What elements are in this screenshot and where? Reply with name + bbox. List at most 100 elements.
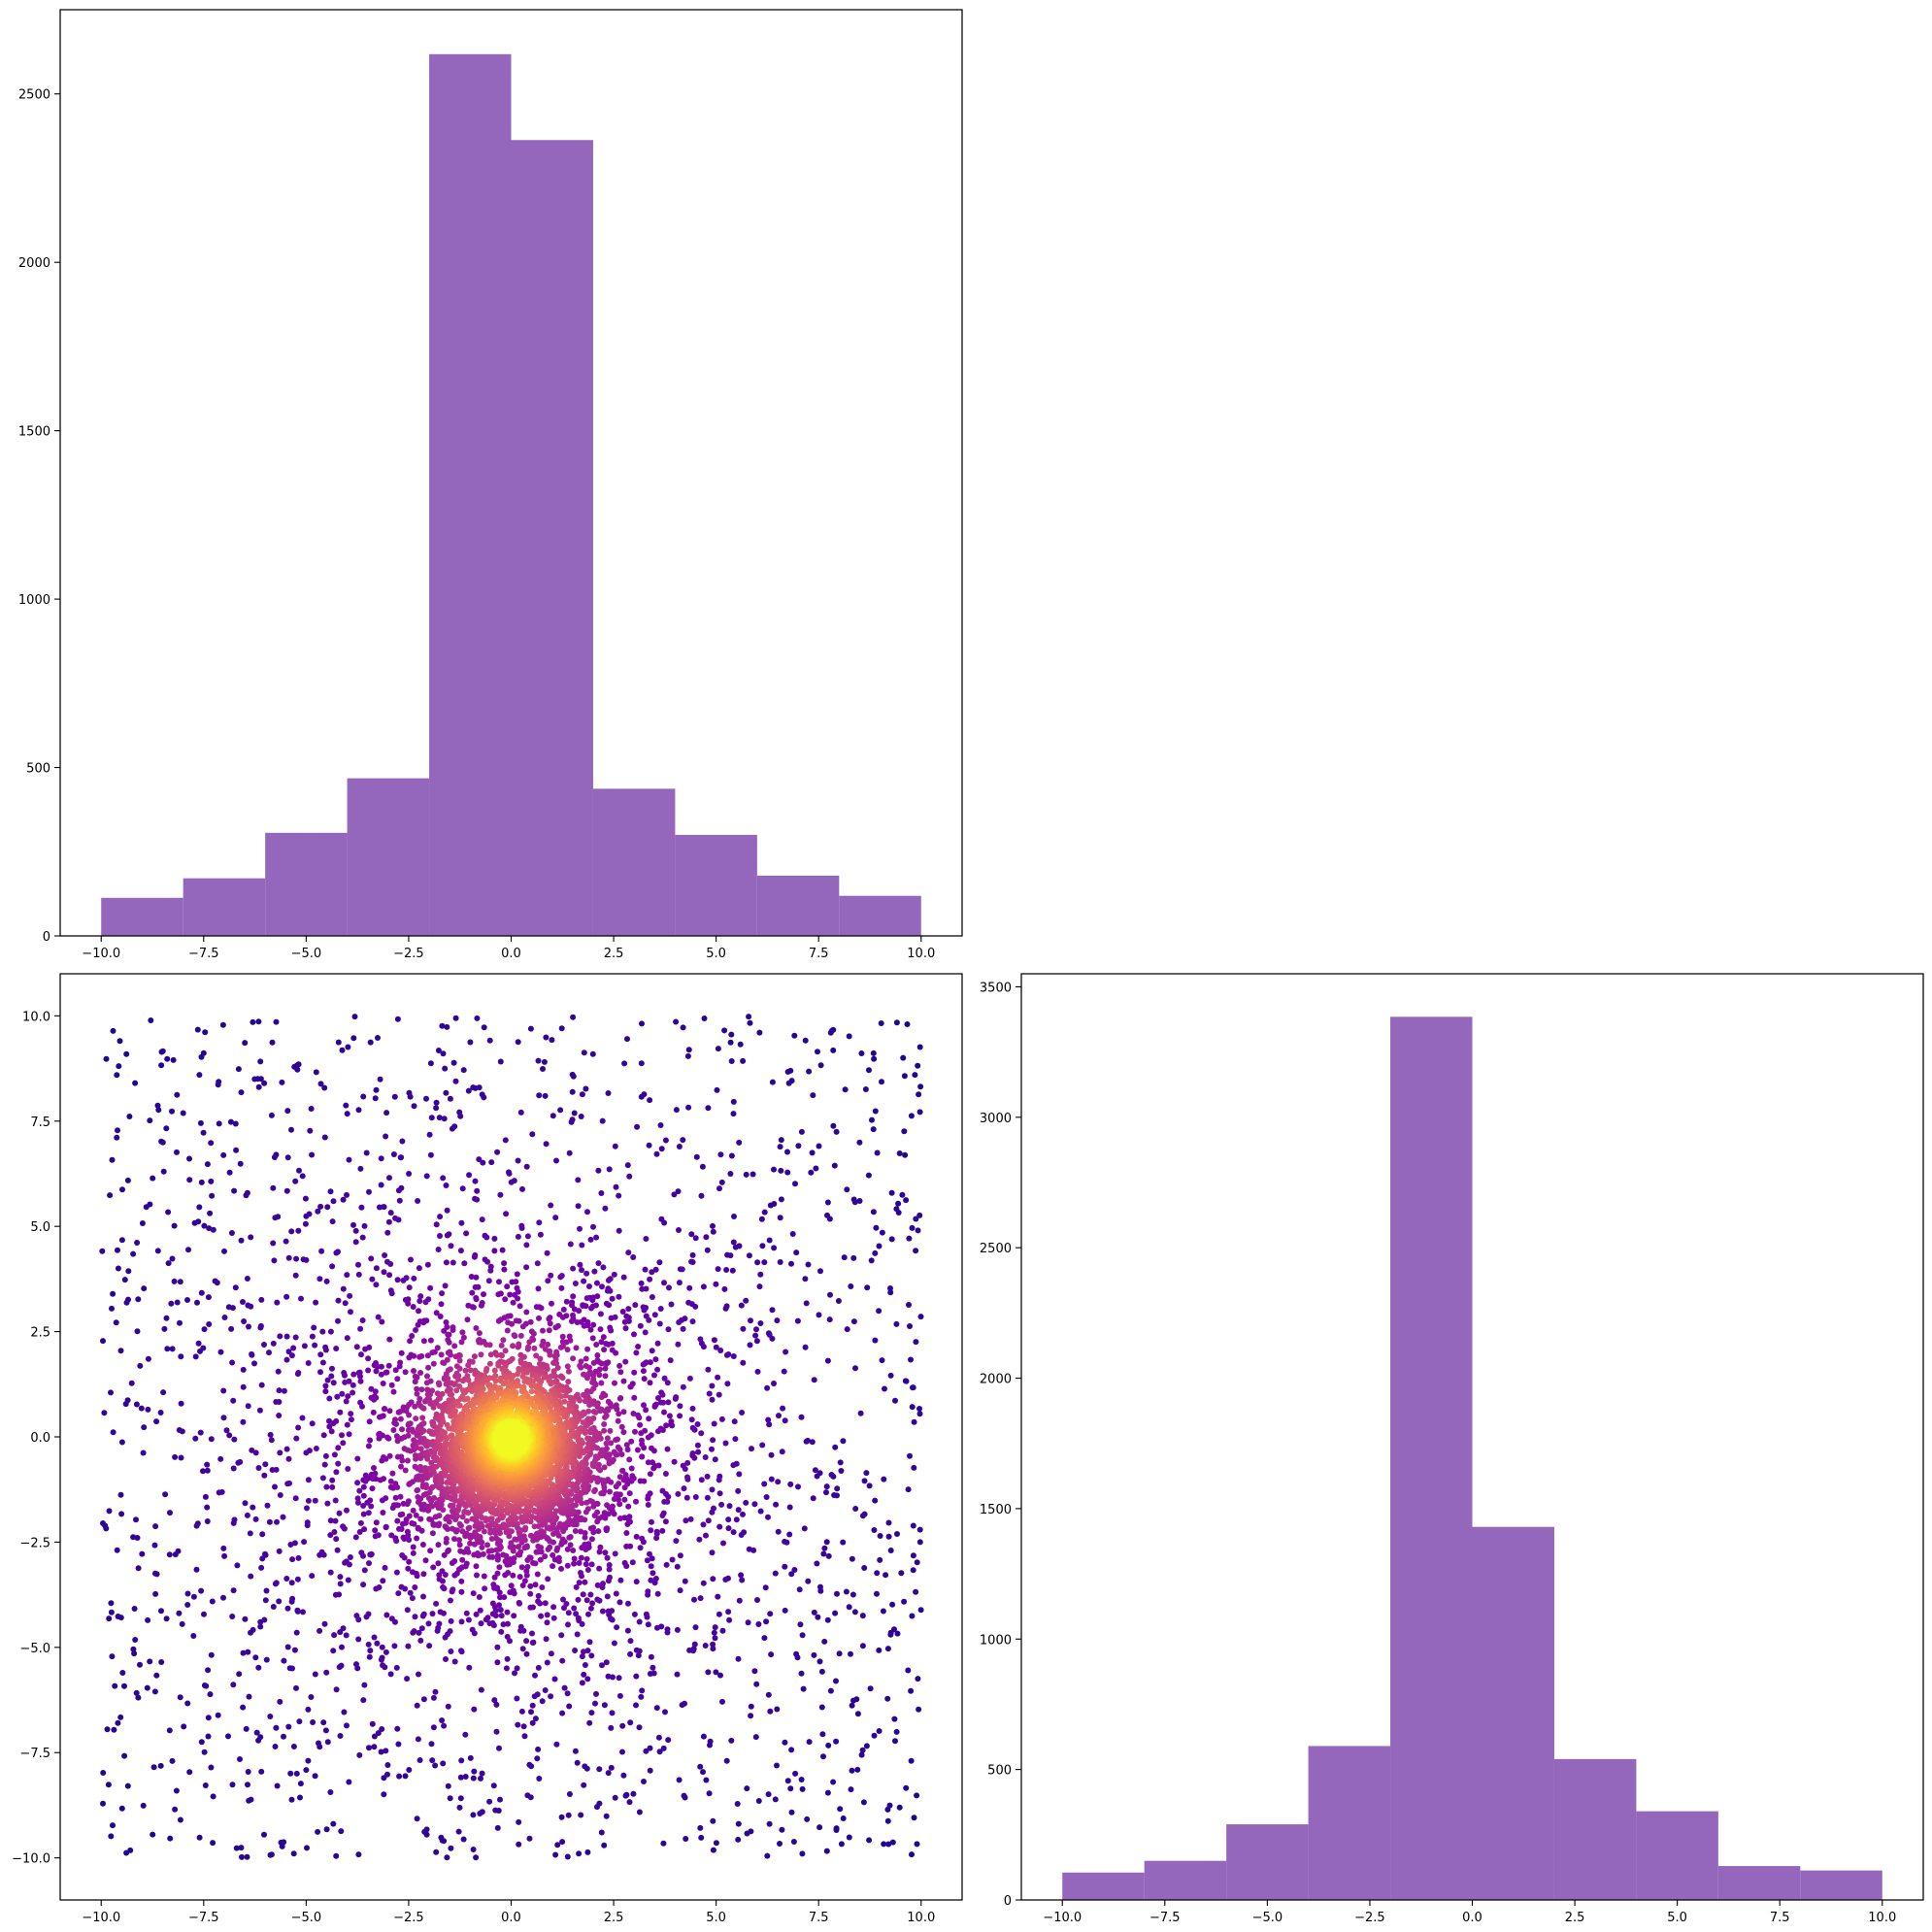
scatter-point bbox=[603, 1440, 610, 1447]
scatter-point bbox=[540, 1066, 546, 1072]
scatter-point bbox=[484, 1258, 491, 1265]
scatter-point bbox=[680, 1325, 686, 1332]
scatter-point bbox=[566, 1703, 573, 1710]
histogram-bar bbox=[429, 53, 512, 937]
scatter-point bbox=[590, 1503, 597, 1510]
scatter-point bbox=[521, 1378, 528, 1384]
scatter-point bbox=[106, 1508, 113, 1515]
scatter-point bbox=[208, 1140, 215, 1147]
scatter-point bbox=[357, 1165, 364, 1172]
scatter-point bbox=[603, 1300, 610, 1307]
scatter-point bbox=[697, 1595, 704, 1602]
scatter-point bbox=[326, 1395, 333, 1402]
scatter-point bbox=[341, 1525, 348, 1532]
scatter-point bbox=[416, 1308, 421, 1315]
scatter-point bbox=[383, 1110, 390, 1116]
scatter-point bbox=[378, 1371, 384, 1378]
scatter-point bbox=[369, 1485, 376, 1492]
scatter-point bbox=[201, 1611, 207, 1617]
x-tick-label: −2.5 bbox=[393, 947, 424, 961]
scatter-point bbox=[871, 1732, 878, 1739]
scatter-point bbox=[121, 1682, 127, 1689]
scatter-point bbox=[458, 1339, 465, 1346]
scatter-point bbox=[542, 1553, 549, 1560]
scatter-point bbox=[519, 1582, 526, 1588]
scatter-point bbox=[824, 1789, 831, 1796]
scatter-point bbox=[383, 1612, 390, 1618]
scatter-point bbox=[914, 1841, 920, 1848]
scatter-point bbox=[427, 1060, 434, 1067]
scatter-point bbox=[411, 1520, 417, 1527]
scatter-point bbox=[296, 1167, 302, 1174]
scatter-point bbox=[285, 1254, 292, 1261]
scatter-point bbox=[111, 1726, 117, 1733]
scatter-point bbox=[424, 1373, 430, 1380]
scatter-point bbox=[494, 1659, 501, 1666]
scatter-point bbox=[240, 1383, 247, 1390]
scatter-point bbox=[850, 1254, 857, 1261]
scatter-point bbox=[725, 1609, 732, 1616]
scatter-point bbox=[310, 1719, 316, 1725]
scatter-point bbox=[811, 1651, 817, 1658]
scatter-point bbox=[445, 1514, 451, 1520]
scatter-point bbox=[301, 1343, 308, 1349]
scatter-point bbox=[633, 1579, 640, 1585]
scatter-point bbox=[753, 1326, 759, 1333]
scatter-point bbox=[587, 1236, 594, 1243]
scatter-point bbox=[489, 1553, 496, 1560]
scatter-point bbox=[569, 1318, 575, 1324]
scatter-point bbox=[236, 1671, 243, 1678]
scatter-point bbox=[285, 1723, 292, 1730]
scatter-point bbox=[147, 1117, 153, 1124]
scatter-point bbox=[200, 1345, 207, 1351]
scatter-point bbox=[434, 1390, 441, 1397]
scatter-point bbox=[737, 1041, 744, 1048]
scatter-point bbox=[478, 1302, 484, 1309]
scatter-point bbox=[157, 1410, 164, 1416]
scatter-point bbox=[547, 1320, 553, 1327]
scatter-point bbox=[177, 1816, 183, 1823]
scatter-point bbox=[482, 1585, 488, 1592]
scatter-point bbox=[584, 1676, 591, 1682]
scatter-point bbox=[258, 1296, 265, 1303]
scatter-point bbox=[305, 1477, 312, 1483]
scatter-point bbox=[427, 1378, 434, 1384]
scatter-point bbox=[674, 1671, 681, 1678]
scatter-point bbox=[406, 1171, 413, 1177]
scatter-point bbox=[257, 1734, 264, 1741]
scatter-point bbox=[496, 1602, 502, 1609]
scatter-point bbox=[666, 1284, 672, 1291]
scatter-point bbox=[758, 1216, 765, 1222]
scatter-point bbox=[257, 1058, 264, 1065]
scatter-point bbox=[653, 1535, 660, 1542]
scatter-point bbox=[634, 1447, 641, 1453]
scatter-point bbox=[429, 1503, 436, 1510]
scatter-point bbox=[876, 1308, 883, 1315]
scatter-point bbox=[322, 1347, 329, 1353]
scatter-point bbox=[433, 1099, 440, 1106]
scatter-point bbox=[887, 1629, 894, 1636]
scatter-point bbox=[346, 1779, 352, 1785]
scatter-point bbox=[870, 1049, 877, 1056]
scatter-point bbox=[382, 1252, 388, 1258]
scatter-point bbox=[381, 1791, 387, 1798]
scatter-point bbox=[594, 1596, 601, 1603]
scatter-point bbox=[565, 1379, 572, 1385]
scatter-point bbox=[620, 1378, 627, 1384]
scatter-point bbox=[471, 1353, 478, 1360]
scatter-point bbox=[604, 1435, 611, 1442]
scatter-point bbox=[426, 1643, 433, 1649]
scatter-point bbox=[169, 1255, 176, 1262]
scatter-point bbox=[511, 1555, 517, 1561]
scatter-point bbox=[358, 1351, 364, 1358]
scatter-point bbox=[912, 1072, 918, 1079]
scatter-point bbox=[745, 1619, 751, 1626]
scatter-point bbox=[420, 1338, 427, 1345]
scatter-point bbox=[676, 1319, 683, 1325]
scatter-point bbox=[516, 1303, 523, 1310]
scatter-point bbox=[916, 1212, 923, 1218]
scatter-point bbox=[661, 1498, 668, 1505]
scatter-point bbox=[766, 1237, 773, 1244]
scatter-point bbox=[478, 1686, 484, 1693]
scatter-point bbox=[688, 1231, 695, 1238]
